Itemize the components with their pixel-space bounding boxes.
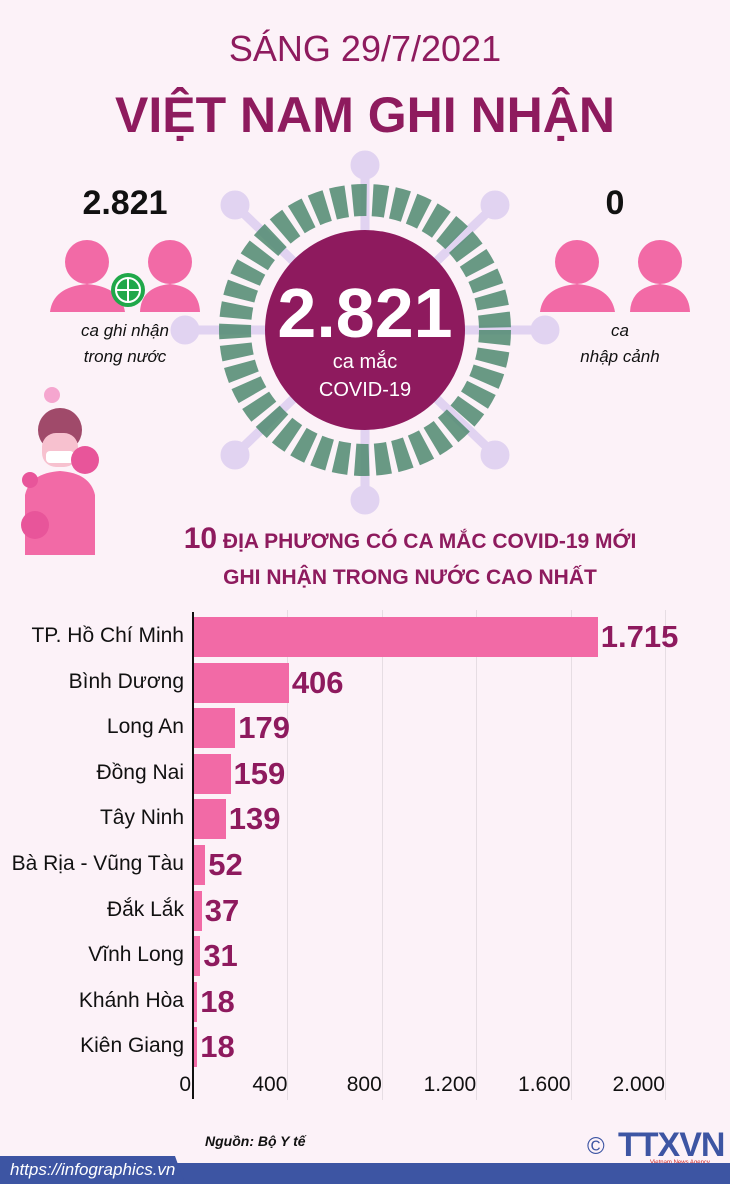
total-caption-2: COVID-19: [318, 379, 412, 401]
sick-person-illustration: [21, 387, 99, 555]
x-tick-label: 1.600: [518, 1073, 571, 1096]
date-title: SÁNG 29/7/2021: [228, 28, 502, 69]
page-title: VIỆT NAM GHI NHẬN: [115, 87, 615, 143]
domestic-caption-2: trong nước: [83, 347, 167, 366]
category-label: Tây Ninh: [99, 806, 184, 830]
category-label: Kiên Giang: [80, 1034, 184, 1058]
y-axis-line: [192, 612, 194, 1099]
imported-caption-2: nhập cảnh: [580, 347, 660, 366]
imported-value: 0: [605, 184, 625, 222]
domestic-value: 2.821: [82, 184, 168, 222]
people-icon: [540, 240, 690, 312]
category-label: Bình Dương: [68, 669, 184, 693]
bar: [193, 981, 198, 1022]
value-label: 406: [291, 664, 344, 700]
bar: [193, 708, 236, 749]
total-caption-1: ca mắc: [332, 351, 398, 373]
x-tick-label: 2.000: [612, 1073, 665, 1096]
bar: [193, 753, 231, 794]
value-label: 37: [204, 892, 240, 928]
source-text: Nguồn: Bộ Y tế: [205, 1133, 306, 1149]
x-tick-label: 400: [252, 1073, 288, 1096]
bar: [193, 936, 201, 977]
gridline: [476, 610, 478, 1100]
value-label: 1.715: [600, 619, 679, 654]
bar: [193, 799, 226, 840]
chart-heading-text: ĐỊA PHƯƠNG CÓ CA MẮC COVID-19 MỚI: [222, 530, 637, 553]
value-label: 159: [233, 755, 286, 791]
chart-heading-line2: GHI NHẬN TRONG NƯỚC CAO NHẤT: [223, 566, 597, 589]
chart-heading-line1: 10 ĐỊA PHƯƠNG CÓ CA MẮC COVID-19 MỚI: [130, 522, 690, 556]
gridline: [570, 610, 572, 1100]
category-label: Bà Rịa - Vũng Tàu: [11, 852, 184, 875]
people-icon: [50, 240, 200, 312]
category-label: Long An: [106, 715, 184, 739]
category-label: Vĩnh Long: [88, 943, 184, 967]
ttxvn-logo: TTXVN: [618, 1126, 725, 1164]
domestic-caption-1: ca ghi nhận: [81, 321, 169, 340]
gridline: [665, 610, 666, 1100]
footer-tab: [0, 1156, 185, 1184]
bar: [193, 662, 289, 703]
globe-icon: [111, 273, 145, 307]
bar: [193, 845, 206, 885]
value-label: 31: [203, 938, 238, 974]
bar: [193, 617, 598, 657]
gridline: [381, 610, 383, 1100]
copyright-icon: ©: [587, 1133, 605, 1160]
category-label: Đắk Lắk: [106, 897, 184, 921]
category-label: TP. Hồ Chí Minh: [31, 624, 184, 647]
category-label: Khánh Hòa: [78, 988, 184, 1012]
imported-caption-1: ca: [611, 321, 629, 340]
value-label: 52: [208, 847, 243, 882]
x-tick-label: 1.200: [423, 1073, 477, 1096]
value-label: 18: [200, 1029, 235, 1065]
bar: [193, 890, 202, 931]
footer-url[interactable]: https://infographics.vn: [10, 1160, 176, 1179]
bar: [193, 1027, 198, 1068]
value-label: 139: [228, 801, 281, 837]
x-tick-label: 800: [346, 1073, 382, 1096]
total-cases-circle: 2.821 ca mắc COVID-19: [265, 230, 465, 430]
chart-heading-number: 10: [183, 522, 218, 555]
value-label: 179: [238, 710, 290, 746]
category-label: Đồng Nai: [96, 760, 184, 784]
total-cases-value: 2.821: [277, 274, 453, 352]
x-tick-label: 0: [179, 1073, 191, 1096]
gridline: [287, 610, 289, 1100]
value-label: 18: [200, 983, 235, 1019]
